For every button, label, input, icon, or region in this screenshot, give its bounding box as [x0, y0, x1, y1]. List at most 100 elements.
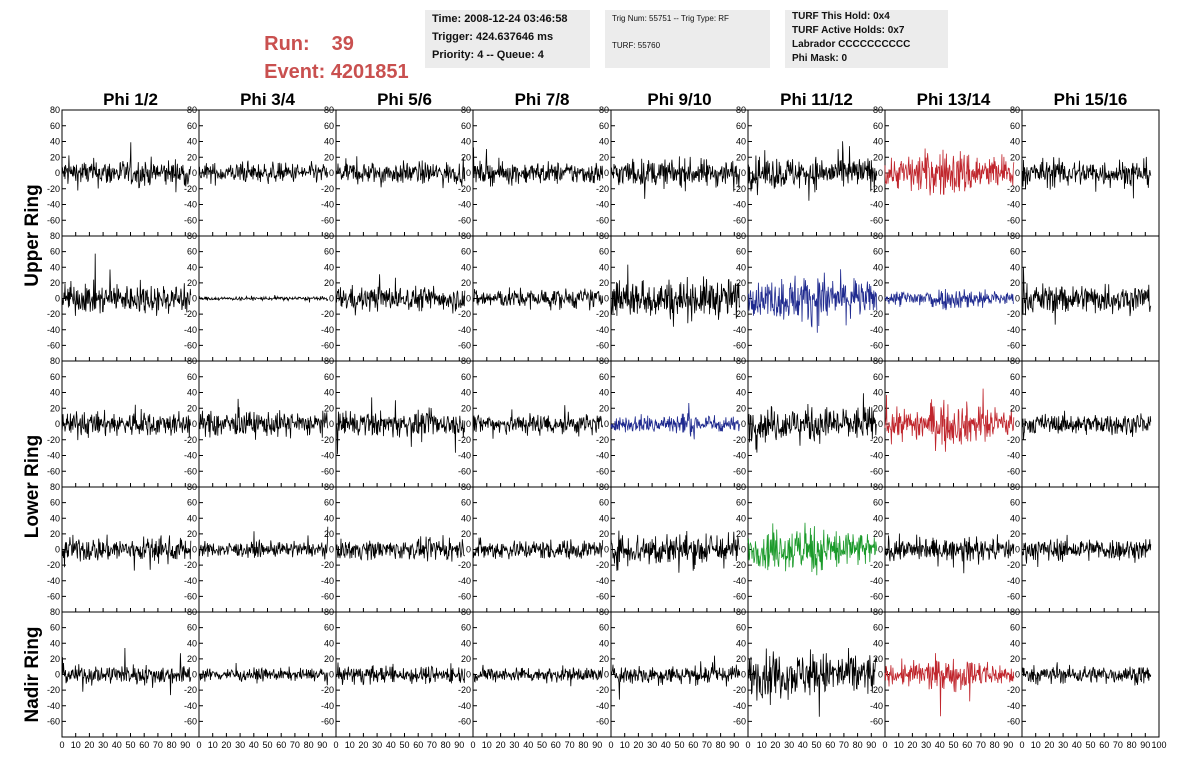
y-tick-label: 40: [599, 513, 609, 523]
y-tick-label: 20: [1010, 529, 1020, 539]
y-tick-label: 0: [329, 294, 334, 304]
y-tick-label: -60: [321, 340, 334, 350]
y-tick-label: -60: [596, 215, 609, 225]
y-tick-label: 80: [50, 482, 60, 492]
y-tick-label: 20: [187, 654, 197, 664]
y-tick-label: -40: [184, 576, 197, 586]
y-tick-label: -40: [321, 325, 334, 335]
y-tick-label: -40: [1007, 701, 1020, 711]
y-tick-label: 0: [192, 670, 197, 680]
y-tick-label: -60: [458, 716, 471, 726]
x-tick-label: 80: [853, 740, 863, 750]
y-tick-label: 20: [461, 152, 471, 162]
waveform-trace: [884, 388, 1015, 452]
waveform-trace: [335, 156, 466, 189]
x-tick-label: 0: [882, 740, 887, 750]
y-tick-label: 20: [187, 152, 197, 162]
waveform-panel: -60 -40 -20 0 20 40 60 80: [733, 105, 886, 237]
waveform-trace: [61, 253, 192, 316]
y-tick-label: 40: [736, 137, 746, 147]
y-tick-label: 60: [324, 372, 334, 382]
y-tick-label: 40: [873, 137, 883, 147]
y-tick-label: 20: [324, 403, 334, 413]
y-tick-label: -60: [870, 591, 883, 601]
y-tick-label: 20: [1010, 654, 1020, 664]
y-tick-label: -40: [596, 325, 609, 335]
y-tick-label: 60: [461, 498, 471, 508]
y-tick-label: -20: [458, 435, 471, 445]
y-tick-label: 80: [873, 607, 883, 617]
x-tick-label: 80: [304, 740, 314, 750]
turf-active-line: TURF Active Holds: 0x7: [792, 25, 905, 36]
y-tick-label: 20: [50, 403, 60, 413]
x-tick-label: 0: [59, 740, 64, 750]
y-tick-label: 0: [878, 419, 883, 429]
y-tick-label: 80: [50, 607, 60, 617]
y-tick-label: 0: [741, 419, 746, 429]
y-tick-label: -20: [458, 560, 471, 570]
y-tick-label: -40: [596, 451, 609, 461]
waveform-panel: -60 -40 -20 0 20 40 60 80: [1007, 482, 1160, 613]
y-tick-label: -60: [458, 340, 471, 350]
x-tick-label: 50: [262, 740, 272, 750]
y-tick-label: 0: [1015, 168, 1020, 178]
waveform-panel: -60 -40 -20 0 20 40 60 80: [596, 482, 749, 613]
waveform-panel: -60 -40 -20 0 20 40 60 80: [733, 607, 886, 738]
panel-frame: [335, 235, 474, 362]
y-tick-label: 0: [878, 670, 883, 680]
y-tick-label: 20: [1010, 278, 1020, 288]
y-tick-label: 0: [1015, 545, 1020, 555]
y-tick-label: -40: [733, 701, 746, 711]
y-tick-label: -60: [1007, 466, 1020, 476]
waveform-trace: [1021, 156, 1152, 199]
x-tick-label: 10: [1031, 740, 1041, 750]
y-tick-label: 40: [873, 638, 883, 648]
x-tick-label: 40: [798, 740, 808, 750]
column-heading: Phi 13/14: [917, 90, 991, 109]
y-tick-label: 40: [50, 137, 60, 147]
y-tick-label: -20: [596, 685, 609, 695]
waveform-panel: -60 -40 -20 0 20 40 60 80: [321, 482, 474, 613]
y-tick-label: 40: [324, 513, 334, 523]
y-tick-label: -40: [184, 701, 197, 711]
y-tick-label: 0: [878, 168, 883, 178]
x-tick-label: 10: [71, 740, 81, 750]
y-tick-label: 80: [187, 356, 197, 366]
y-tick-label: 40: [736, 262, 746, 272]
y-tick-label: 60: [187, 623, 197, 633]
column-heading: Phi 7/8: [515, 90, 570, 109]
x-tick-label: 40: [249, 740, 259, 750]
y-tick-label: 80: [736, 356, 746, 366]
y-tick-label: -20: [184, 560, 197, 570]
y-tick-label: 80: [873, 105, 883, 115]
y-tick-label: 40: [461, 513, 471, 523]
waveform-panel: -60 -40 -20 0 20 40 60 80: [870, 482, 1023, 613]
waveform-panel: -60 -40 -20 0 20 40 60 80: [596, 356, 749, 488]
y-tick-label: 20: [50, 529, 60, 539]
waveform-trace: [747, 393, 878, 453]
y-tick-label: 20: [873, 403, 883, 413]
row-heading: Upper Ring: [22, 184, 43, 286]
y-tick-label: 40: [324, 388, 334, 398]
y-tick-label: 40: [50, 262, 60, 272]
y-tick-label: -20: [733, 309, 746, 319]
y-tick-label: 80: [599, 607, 609, 617]
waveform-panel: -60 -40 -20 0 20 40 60 80: [596, 105, 749, 237]
panel-frame: [198, 109, 337, 237]
x-tick-label: 20: [770, 740, 780, 750]
x-tick-label: 90: [454, 740, 464, 750]
waveform-panel: -60 -40 -20 0 20 40 60 80: [1007, 356, 1160, 488]
x-tick-label: 30: [372, 740, 382, 750]
x-tick-label: 10: [620, 740, 630, 750]
y-tick-label: 20: [324, 278, 334, 288]
waveform-panel: -60 -40 -20 0 20 40 60 80: [458, 105, 612, 237]
y-tick-label: 20: [736, 654, 746, 664]
y-tick-label: 0: [329, 670, 334, 680]
y-tick-label: 0: [878, 294, 883, 304]
y-tick-label: -40: [870, 576, 883, 586]
y-tick-label: 20: [599, 152, 609, 162]
y-tick-label: 40: [324, 638, 334, 648]
y-tick-label: 60: [50, 372, 60, 382]
waveform-trace: [884, 533, 1015, 574]
waveform-panel: -60 -40 -20 0 20 40 60 80: [184, 607, 337, 738]
